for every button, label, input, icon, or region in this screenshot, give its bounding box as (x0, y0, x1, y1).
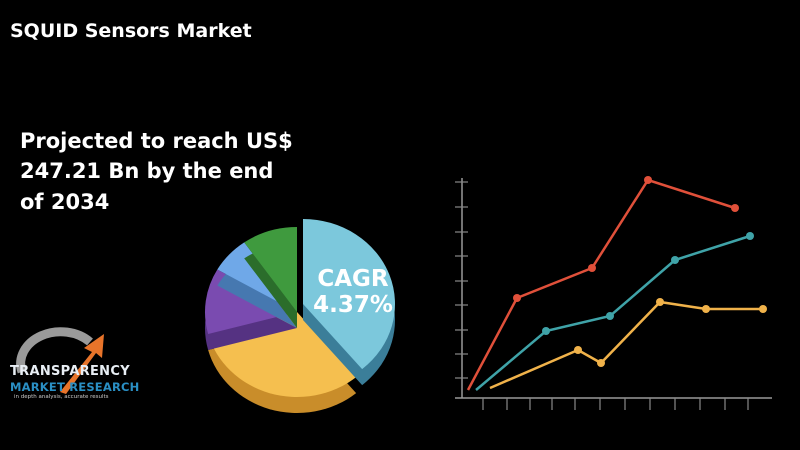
dot (542, 327, 550, 335)
logo-name: TRANSPARENCY (10, 364, 130, 379)
pie-decoration (205, 219, 395, 413)
logo-arrow (60, 334, 104, 394)
line (475, 234, 751, 391)
headline: Projected to reach US$ 247.21 Bn by the … (20, 129, 293, 214)
line (489, 300, 763, 390)
logo-arc (16, 327, 93, 374)
dot (746, 232, 754, 240)
dot (513, 294, 521, 302)
dot (702, 305, 710, 313)
pie-slice (244, 227, 297, 312)
line (466, 178, 736, 391)
logo-tagline: in depth analysis, accurate results (14, 394, 109, 400)
cagr-label: CAGR (317, 266, 389, 292)
dot (671, 256, 679, 264)
dot (588, 264, 596, 272)
dot (597, 359, 605, 367)
cagr-value: 4.37% (313, 292, 393, 318)
ticks (455, 181, 749, 410)
logo-mark (16, 327, 104, 394)
dot (644, 176, 652, 184)
dot (606, 312, 614, 320)
dots (513, 176, 767, 367)
line-chart-decoration (455, 176, 772, 410)
logo-subname: MARKET RESEARCH (10, 380, 140, 394)
dot (731, 204, 739, 212)
dot (656, 298, 664, 306)
dot (759, 305, 767, 313)
title: SQUID Sensors Market (10, 20, 252, 42)
pie-slice (303, 219, 395, 370)
dot (574, 346, 582, 354)
